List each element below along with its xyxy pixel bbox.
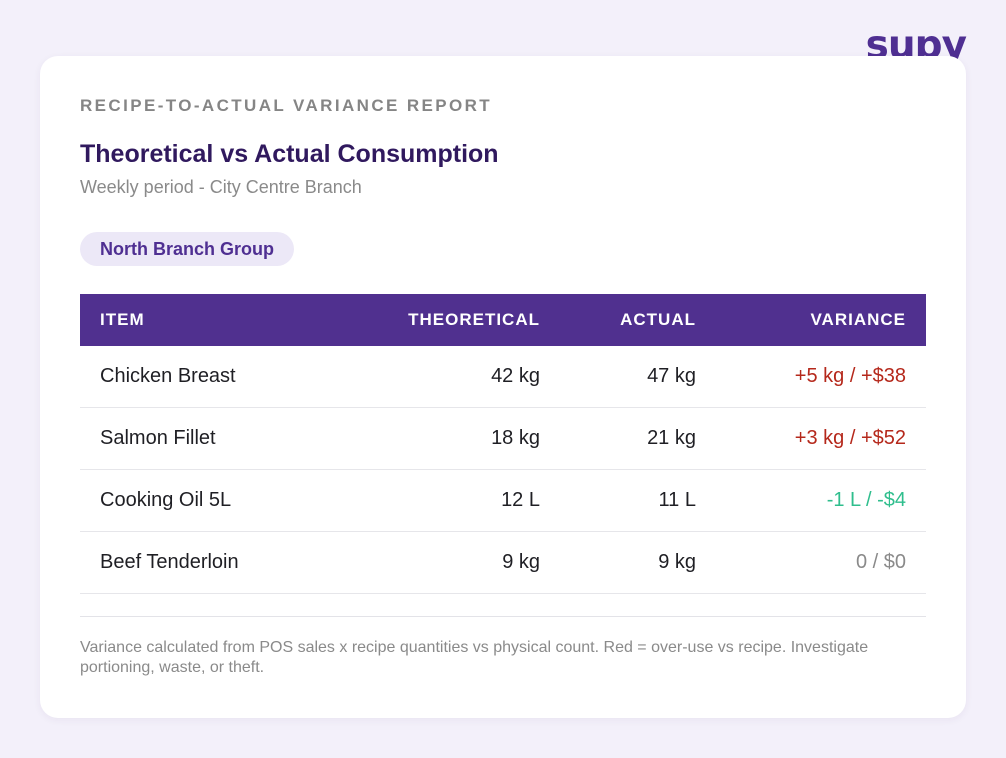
- item-name: Salmon Fillet: [100, 427, 216, 449]
- actual-value: 47 kg: [647, 365, 696, 387]
- column-header-theoretical: THEORETICAL: [408, 310, 540, 329]
- variance-value: 0 / $0: [855, 551, 906, 573]
- table-row: Beef Tenderloin 9 kg 9 kg 0 / $0: [80, 532, 926, 594]
- branch-group-tag: North Branch Group: [80, 232, 294, 266]
- variance-value: +3 kg / +$52: [794, 427, 906, 449]
- item-name: Cooking Oil 5L: [100, 489, 232, 511]
- variance-report-card: RECIPE-TO-ACTUAL VARIANCE REPORT Theoret…: [40, 56, 966, 718]
- theoretical-value: 42 kg: [491, 365, 540, 387]
- table-row: Cooking Oil 5L 12 L 11 L -1 L / -$4: [80, 470, 926, 532]
- footnote: Variance calculated from POS sales x rec…: [80, 639, 869, 676]
- actual-value: 21 kg: [647, 427, 696, 449]
- variance-value: +5 kg / +$38: [794, 365, 906, 387]
- item-name: Beef Tenderloin: [100, 551, 239, 573]
- actual-value: 9 kg: [658, 551, 696, 573]
- report-eyebrow: RECIPE-TO-ACTUAL VARIANCE REPORT: [80, 96, 493, 115]
- theoretical-value: 18 kg: [491, 427, 540, 449]
- variance-value: -1 L / -$4: [826, 489, 906, 511]
- theoretical-value: 12 L: [501, 489, 540, 511]
- column-header-actual: ACTUAL: [620, 310, 696, 329]
- column-header-variance: VARIANCE: [810, 310, 906, 329]
- actual-value: 11 L: [658, 489, 696, 511]
- theoretical-value: 9 kg: [502, 551, 540, 573]
- table-row: Salmon Fillet 18 kg 21 kg +3 kg / +$52: [80, 408, 926, 470]
- report-title: Theoretical vs Actual Consumption: [80, 140, 499, 168]
- table-header: ITEM THEORETICAL ACTUAL VARIANCE: [80, 294, 926, 346]
- report-subtitle: Weekly period - City Centre Branch: [80, 177, 362, 197]
- table-row: Chicken Breast 42 kg 47 kg +5 kg / +$38: [80, 346, 926, 408]
- item-name: Chicken Breast: [100, 365, 236, 387]
- variance-table: ITEM THEORETICAL ACTUAL VARIANCE Chicken…: [80, 294, 926, 594]
- column-header-item: ITEM: [100, 310, 145, 329]
- footer-divider: [80, 616, 926, 617]
